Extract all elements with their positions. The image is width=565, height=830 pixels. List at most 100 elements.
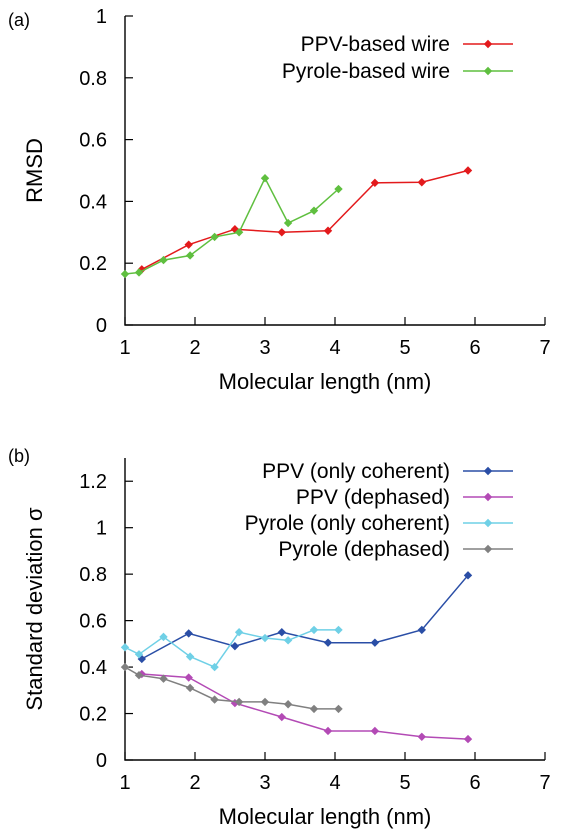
legend-label: Pyrole (dephased): [278, 538, 450, 561]
data-point: [210, 695, 219, 704]
legend-label: PPV-based wire: [301, 33, 450, 56]
legend-marker: [483, 492, 493, 502]
y-tick-label: 0.4: [79, 191, 107, 213]
x-tick-label: 6: [469, 772, 480, 794]
data-point: [184, 240, 193, 249]
data-point: [277, 628, 286, 637]
data-point: [184, 629, 193, 638]
series-line: [141, 673, 469, 740]
y-tick-label: 1: [96, 518, 107, 540]
data-point: [370, 178, 380, 188]
y-tick-label: 0.4: [79, 657, 107, 679]
data-point: [323, 726, 333, 736]
x-tick-label: 1: [119, 772, 130, 794]
y-tick-label: 1: [96, 6, 107, 28]
y-tick-label: 0.2: [79, 253, 107, 275]
data-point: [334, 184, 343, 194]
data-point: [309, 704, 319, 714]
data-point: [334, 625, 343, 635]
legend-marker: [483, 544, 493, 554]
data-point: [260, 633, 270, 643]
x-tick-label: 3: [259, 772, 270, 794]
x-tick-label: 2: [189, 337, 200, 359]
data-point: [159, 632, 168, 642]
data-point: [283, 700, 293, 709]
data-point: [463, 166, 473, 175]
y-tick-label: 0.8: [79, 564, 107, 586]
series-0: [137, 166, 473, 274]
data-point: [323, 226, 333, 235]
data-point: [463, 734, 473, 744]
x-tick-label: 5: [399, 337, 410, 359]
series-1: [120, 174, 343, 279]
x-tick-label: 7: [539, 337, 550, 359]
data-point: [370, 638, 380, 647]
legend-label: Pyrole (only coherent): [245, 512, 450, 535]
series-line: [141, 574, 469, 660]
data-point: [159, 674, 168, 683]
data-point: [185, 652, 195, 661]
data-point: [134, 650, 144, 659]
data-point: [417, 625, 426, 635]
y-axis-label: Standard deviation σ: [22, 507, 47, 711]
data-point: [134, 671, 144, 680]
legend-marker: [483, 518, 493, 528]
data-point: [277, 228, 286, 237]
x-tick-label: 5: [399, 772, 410, 794]
series-line: [124, 666, 339, 710]
data-point: [120, 662, 130, 672]
series-line: [141, 169, 469, 271]
data-point: [159, 255, 168, 265]
y-axis-label: RMSD: [22, 138, 47, 203]
data-point: [370, 726, 380, 736]
data-point: [283, 636, 293, 645]
x-axis-label: Molecular length (nm): [219, 804, 432, 829]
data-point: [234, 697, 244, 707]
series-2: [120, 625, 343, 672]
data-point: [234, 628, 244, 637]
y-tick-label: 0.2: [79, 704, 107, 726]
y-tick-label: 0.8: [79, 68, 107, 90]
legend-label: PPV (dephased): [296, 486, 450, 509]
series-0: [137, 571, 473, 664]
x-tick-label: 3: [259, 337, 270, 359]
x-tick-label: 1: [119, 337, 130, 359]
series-line: [124, 176, 339, 275]
data-point: [120, 269, 130, 279]
panel-label: (a): [8, 10, 30, 30]
chart-panel-a: (a) 1 2 3 4 5 6 7 0 0.2 0.4 0.6 0.8 1 Molecular length…: [8, 6, 551, 394]
x-tick-label: 4: [329, 337, 340, 359]
series-line: [124, 629, 339, 669]
data-point: [234, 228, 244, 237]
data-point: [134, 268, 144, 277]
data-point: [185, 251, 195, 260]
data-point: [334, 704, 343, 714]
data-point: [260, 697, 270, 707]
legend-label: Pyrole-based wire: [282, 60, 450, 83]
data-point: [185, 683, 195, 693]
y-tick-label: 1.2: [79, 471, 107, 493]
data-point: [210, 232, 219, 242]
data-point: [417, 178, 426, 187]
y-tick-label: 0: [96, 750, 107, 772]
chart-panel-b: (b) 1 2 3 4 5 6 7 0 0.2 0.4 0.6 0.8 1 1.2 Molecular len…: [8, 446, 551, 829]
x-tick-label: 2: [189, 772, 200, 794]
data-point: [260, 174, 270, 183]
x-tick-label: 4: [329, 772, 340, 794]
series-3: [120, 662, 343, 714]
legend-marker: [483, 39, 493, 49]
data-point: [230, 641, 240, 651]
data-point: [309, 625, 319, 635]
data-point: [323, 638, 333, 647]
x-axis-label: Molecular length (nm): [219, 369, 432, 394]
data-point: [210, 662, 219, 672]
data-point: [120, 643, 130, 652]
data-point: [277, 712, 286, 722]
x-tick-label: 6: [469, 337, 480, 359]
data-point: [184, 673, 193, 682]
legend-marker: [483, 466, 493, 476]
y-tick-label: 0.6: [79, 611, 107, 633]
data-point: [463, 571, 473, 580]
legend-label: PPV (only coherent): [262, 460, 450, 483]
